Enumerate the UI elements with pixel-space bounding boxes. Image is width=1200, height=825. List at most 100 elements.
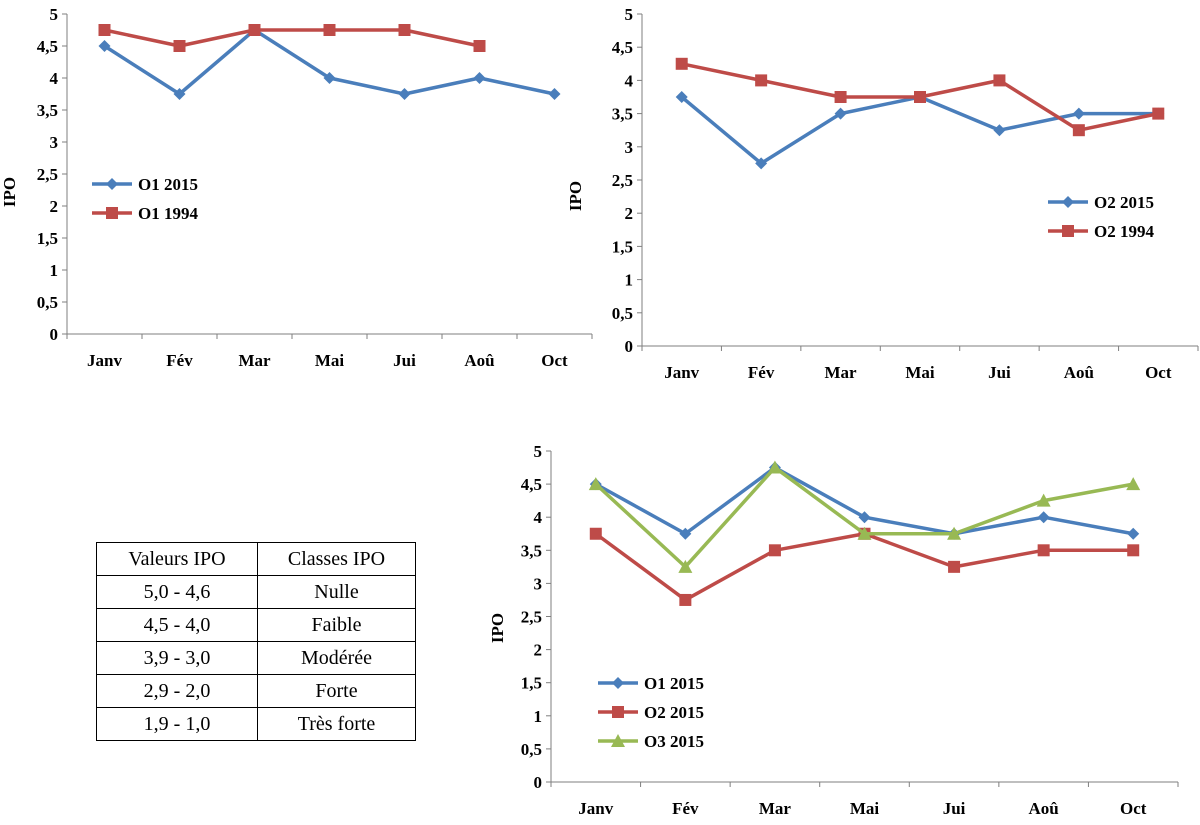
y-tick-label: 1 bbox=[534, 707, 543, 726]
legend-label: O1 2015 bbox=[138, 175, 198, 194]
chart-o1-2015-vs-1994: 0 0,5 1 1,5 2 2,5 3 3,5 4 4,5 5 Janv Fév Mar Mai Jui Aoû… bbox=[0, 5, 593, 370]
y-tick-label: 1,5 bbox=[521, 674, 542, 693]
data-point bbox=[947, 526, 962, 540]
data-point bbox=[1037, 511, 1050, 524]
data-point bbox=[1037, 544, 1050, 557]
table-header-row: Valeurs IPO Classes IPO bbox=[96, 542, 416, 576]
table-cell-value: 4,5 - 4,0 bbox=[96, 608, 258, 642]
data-point bbox=[858, 511, 871, 524]
y-tick-label: 2,5 bbox=[37, 165, 58, 184]
table-cell-value: 3,9 - 3,0 bbox=[96, 641, 258, 675]
x-tick-label: Fév bbox=[166, 351, 193, 370]
x-tick-label: Mai bbox=[905, 363, 935, 382]
y-tick-label: 3,5 bbox=[612, 105, 633, 124]
y-tick-label: 3 bbox=[625, 138, 634, 157]
y-tick-label: 4 bbox=[50, 69, 59, 88]
legend-marker bbox=[106, 178, 118, 190]
data-point bbox=[993, 74, 1006, 87]
legend-label: O1 2015 bbox=[644, 674, 704, 693]
data-point bbox=[473, 72, 486, 84]
data-point bbox=[323, 24, 336, 36]
data-point bbox=[1126, 477, 1141, 491]
table-row: 2,9 - 2,0 Forte bbox=[96, 674, 416, 708]
data-point bbox=[588, 477, 603, 491]
table-cell-value: 5,0 - 4,6 bbox=[96, 575, 258, 609]
legend-marker bbox=[106, 207, 118, 219]
y-tick-label: 5 bbox=[625, 5, 634, 24]
y-tick-label: 0 bbox=[534, 773, 543, 792]
data-point bbox=[1127, 544, 1140, 557]
y-tick-label: 0,5 bbox=[37, 293, 58, 312]
data-point bbox=[173, 88, 186, 100]
x-tick-label: Mar bbox=[825, 363, 858, 382]
data-point bbox=[948, 560, 961, 573]
x-tick-label: Mar bbox=[759, 799, 792, 818]
x-tick-label: Janv bbox=[664, 363, 699, 382]
x-tick-label: Jui bbox=[393, 351, 416, 370]
x-tick-label: Mar bbox=[238, 351, 271, 370]
legend-label: O2 2015 bbox=[644, 703, 704, 722]
data-point bbox=[323, 72, 336, 84]
table-row: 3,9 - 3,0 Modérée bbox=[96, 641, 416, 675]
data-point bbox=[679, 593, 692, 606]
table-cell-value: 1,9 - 1,0 bbox=[96, 707, 258, 741]
x-tick-label: Aoû bbox=[464, 351, 494, 370]
data-point bbox=[857, 526, 872, 540]
y-tick-label: 4 bbox=[534, 508, 543, 527]
y-tick-label: 4,5 bbox=[521, 475, 542, 494]
data-point bbox=[755, 74, 768, 87]
y-tick-label: 3,5 bbox=[37, 101, 58, 120]
data-point bbox=[834, 107, 847, 120]
series-line bbox=[104, 28, 480, 48]
data-point bbox=[398, 24, 411, 36]
y-tick-label: 5 bbox=[50, 5, 59, 24]
y-axis-label: IPO bbox=[0, 177, 19, 207]
data-point bbox=[98, 40, 111, 52]
y-tick-label: 1,5 bbox=[37, 229, 58, 248]
y-tick-label: 4,5 bbox=[37, 37, 58, 56]
data-point bbox=[993, 124, 1006, 137]
table-row: 5,0 - 4,6 Nulle bbox=[96, 575, 416, 609]
data-point bbox=[173, 40, 186, 52]
x-tick-label: Janv bbox=[87, 351, 122, 370]
data-point bbox=[834, 91, 847, 103]
ipo-classes-table: Valeurs IPO Classes IPO 5,0 - 4,6 Nulle … bbox=[96, 542, 416, 741]
y-tick-label: 1,5 bbox=[612, 237, 633, 256]
y-tick-label: 2,5 bbox=[521, 608, 542, 627]
legend-marker bbox=[612, 706, 624, 718]
x-tick-label: Janv bbox=[578, 799, 613, 818]
y-tick-label: 1 bbox=[625, 271, 634, 290]
x-tick-label: Mai bbox=[850, 799, 880, 818]
legend-label: O2 2015 bbox=[1094, 193, 1154, 212]
data-point bbox=[679, 527, 692, 540]
table-cell-class: Forte bbox=[257, 674, 416, 708]
legend-label: O2 1994 bbox=[1094, 222, 1154, 241]
data-point bbox=[1072, 124, 1085, 137]
data-point bbox=[98, 24, 111, 36]
series-line bbox=[103, 28, 555, 96]
data-point bbox=[768, 544, 781, 557]
data-point bbox=[767, 460, 782, 474]
series-line bbox=[594, 532, 1134, 602]
legend-marker bbox=[612, 677, 624, 689]
y-tick-label: 2 bbox=[625, 204, 634, 223]
data-point bbox=[1036, 493, 1051, 507]
y-axis-label: IPO bbox=[488, 613, 507, 643]
x-tick-label: Oct bbox=[1120, 799, 1147, 818]
table-row: 1,9 - 1,0 Très forte bbox=[96, 707, 416, 741]
legend-marker bbox=[611, 734, 625, 747]
chart-o2-2015-vs-1994: 0 0,5 1 1,5 2 2,5 3 3,5 4 4,5 5 Janv Fév Mar Mai Jui Aoû… bbox=[566, 5, 1199, 382]
chart-o1-o2-o3-2015: 0 0,5 1 1,5 2 2,5 3 3,5 4 4,5 5 Janv Fév Mar Mai Jui Aoû… bbox=[488, 442, 1179, 818]
y-tick-label: 3 bbox=[534, 574, 543, 593]
x-tick-label: Fév bbox=[748, 363, 775, 382]
data-point bbox=[678, 559, 693, 573]
legend-marker bbox=[1062, 196, 1074, 208]
data-point bbox=[398, 88, 411, 100]
y-tick-label: 1 bbox=[50, 261, 59, 280]
y-tick-label: 2 bbox=[534, 641, 543, 660]
data-point bbox=[248, 24, 261, 36]
legend-label: O3 2015 bbox=[644, 732, 704, 751]
y-tick-label: 2,5 bbox=[612, 171, 633, 190]
data-point bbox=[473, 40, 486, 52]
legend-marker bbox=[1062, 225, 1074, 237]
